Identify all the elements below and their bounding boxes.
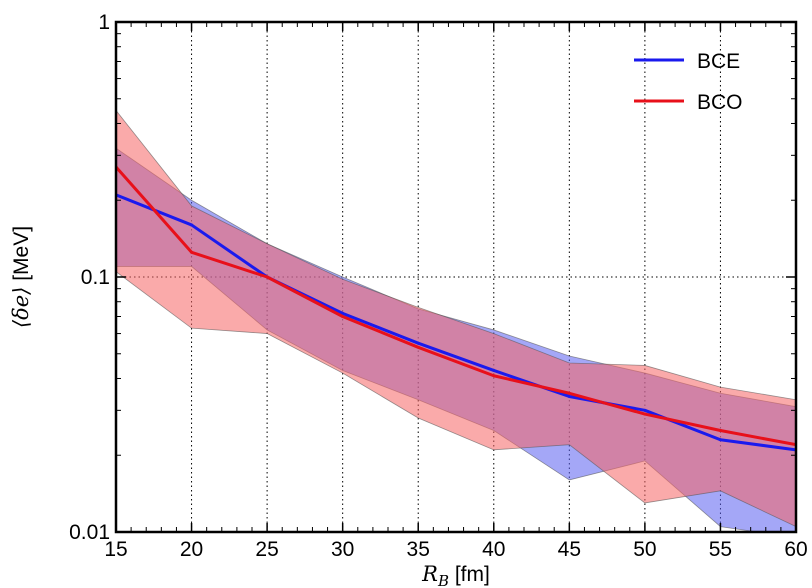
x-tick-label: 60 [784, 538, 807, 561]
point-bce [190, 223, 194, 227]
legend: BCE BCO [634, 50, 743, 114]
point-bco [416, 345, 420, 349]
point-bco [265, 275, 269, 279]
axis-ticks [115, 21, 797, 533]
x-axis-label: RB [fm] [421, 562, 490, 588]
x-tick-label: 35 [407, 538, 430, 561]
y-axis-label: ⟨δe⟩ [MeV] [9, 226, 33, 328]
y-tick-labels: 0.01 0.1 1 [69, 11, 110, 544]
x-tick-label: 50 [633, 538, 656, 561]
line-bco [116, 166, 796, 447]
y-tick-label: 0.1 [81, 266, 110, 289]
point-bce [718, 438, 722, 442]
point-bce [416, 341, 420, 345]
point-bco [643, 412, 647, 416]
point-bce [567, 394, 571, 398]
x-tick-label: 55 [709, 538, 732, 561]
legend-label-bco: BCO [697, 91, 743, 114]
line-bce [116, 193, 796, 452]
error-bands [116, 109, 796, 532]
point-bce [341, 311, 345, 315]
point-bce [643, 408, 647, 412]
legend-label-bce: BCE [697, 50, 740, 73]
x-tick-label: 15 [104, 538, 127, 561]
point-bco [718, 429, 722, 433]
point-bce [492, 368, 496, 372]
point-bco [492, 374, 496, 378]
y-tick-label: 1 [98, 11, 110, 34]
point-bco [190, 250, 194, 254]
point-bco [341, 315, 345, 318]
y-tick-label: 0.01 [69, 521, 110, 544]
x-tick-label: 45 [558, 538, 581, 561]
band-bco [116, 109, 796, 528]
x-tick-label: 40 [482, 538, 505, 561]
x-tick-labels: 15 20 25 30 35 40 45 50 55 60 [104, 538, 807, 561]
x-tick-label: 25 [255, 538, 278, 561]
point-bco [567, 391, 571, 395]
x-tick-label: 30 [331, 538, 354, 561]
x-tick-label: 20 [180, 538, 203, 561]
